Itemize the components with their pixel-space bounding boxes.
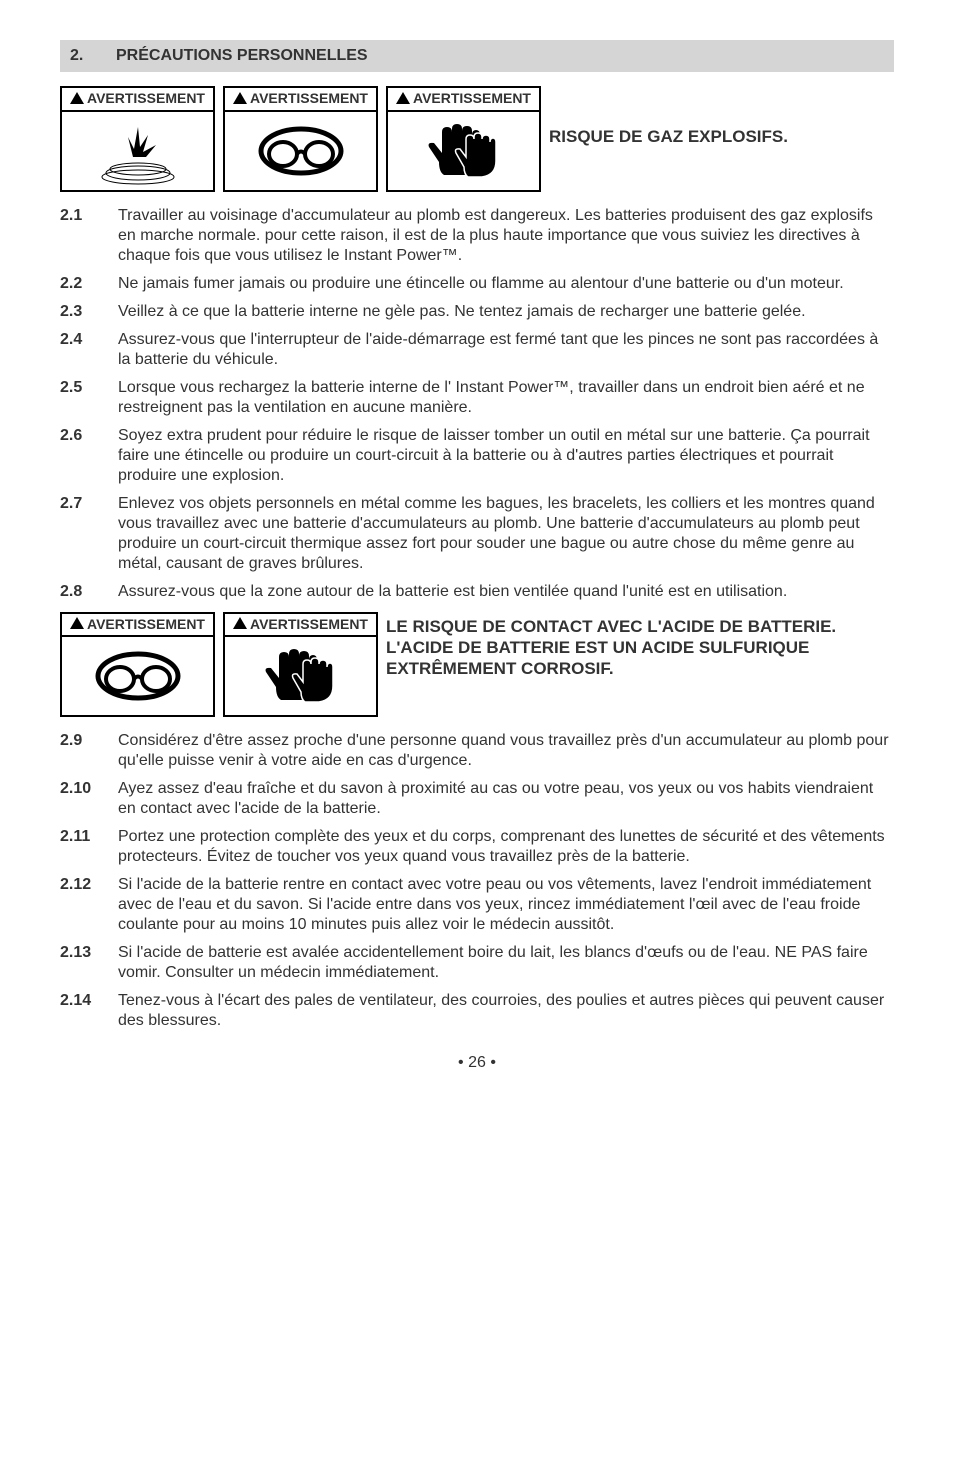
warning-triangle-icon <box>70 92 84 104</box>
item-text: Ne jamais fumer jamais ou produire une é… <box>118 274 894 294</box>
precaution-item: 2.6Soyez extra prudent pour réduire le r… <box>60 426 894 486</box>
warning-triangle-icon <box>233 92 247 104</box>
warning-box-goggles: AVERTISSEMENT <box>223 86 378 192</box>
warning-box-explosion: AVERTISSEMENT <box>60 86 215 192</box>
precaution-item: 2.5Lorsque vous rechargez la batterie in… <box>60 378 894 418</box>
item-text: Portez une protection complète des yeux … <box>118 827 894 867</box>
gloves-icon <box>225 637 376 715</box>
precaution-item: 2.1Travailler au voisinage d'accumulateu… <box>60 206 894 266</box>
item-ref: 2.1 <box>60 206 118 266</box>
item-ref: 2.3 <box>60 302 118 322</box>
warning-label: AVERTISSEMENT <box>388 88 539 112</box>
warning-box-gloves: AVERTISSEMENT <box>386 86 541 192</box>
item-ref: 2.4 <box>60 330 118 370</box>
item-ref: 2.6 <box>60 426 118 486</box>
warning-triangle-icon <box>70 617 84 629</box>
item-text: Veillez à ce que la batterie interne ne … <box>118 302 894 322</box>
warning-label-text: AVERTISSEMENT <box>87 616 205 634</box>
section-number: 2. <box>70 46 116 66</box>
item-ref: 2.7 <box>60 494 118 574</box>
section-header: 2. PRÉCAUTIONS PERSONNELLES <box>60 40 894 72</box>
warning-label-text: AVERTISSEMENT <box>87 90 205 108</box>
item-text: Assurez-vous que la zone autour de la ba… <box>118 582 894 602</box>
gloves-icon <box>388 112 539 190</box>
warning-box-goggles: AVERTISSEMENT <box>60 612 215 718</box>
item-text: Si l'acide de la batterie rentre en cont… <box>118 875 894 935</box>
item-text: Ayez assez d'eau fraîche et du savon à p… <box>118 779 894 819</box>
item-text: Si l'acide de batterie est avalée accide… <box>118 943 894 983</box>
item-text: Lorsque vous rechargez la batterie inter… <box>118 378 894 418</box>
page-number: • 26 • <box>60 1053 894 1073</box>
item-text: Enlevez vos objets personnels en métal c… <box>118 494 894 574</box>
warning-box-gloves: AVERTISSEMENT <box>223 612 378 718</box>
item-ref: 2.5 <box>60 378 118 418</box>
item-text: Tenez-vous à l'écart des pales de ventil… <box>118 991 894 1031</box>
item-ref: 2.11 <box>60 827 118 867</box>
item-text: Assurez-vous que l'interrupteur de l'aid… <box>118 330 894 370</box>
warning-title-2: LE RISQUE DE CONTACT AVEC L'ACIDE DE BAT… <box>386 612 894 680</box>
item-ref: 2.8 <box>60 582 118 602</box>
precaution-item: 2.8Assurez-vous que la zone autour de la… <box>60 582 894 602</box>
item-ref: 2.12 <box>60 875 118 935</box>
warning-row-2: AVERTISSEMENT AVERTISSEMENT LE RISQUE DE… <box>60 612 894 718</box>
explosion-icon <box>62 112 213 190</box>
warning-label-text: AVERTISSEMENT <box>250 616 368 634</box>
goggles-icon <box>225 112 376 190</box>
item-ref: 2.9 <box>60 731 118 771</box>
item-ref: 2.2 <box>60 274 118 294</box>
section-title: PRÉCAUTIONS PERSONNELLES <box>116 46 368 66</box>
warning-label: AVERTISSEMENT <box>225 88 376 112</box>
precaution-item: 2.9Considérez d'être assez proche d'une … <box>60 731 894 771</box>
precaution-item: 2.7Enlevez vos objets personnels en méta… <box>60 494 894 574</box>
precaution-list-a: 2.1Travailler au voisinage d'accumulateu… <box>60 206 894 602</box>
warning-triangle-icon <box>396 92 410 104</box>
item-ref: 2.14 <box>60 991 118 1031</box>
precaution-item: 2.13Si l'acide de batterie est avalée ac… <box>60 943 894 983</box>
precaution-item: 2.3Veillez à ce que la batterie interne … <box>60 302 894 322</box>
precaution-item: 2.2Ne jamais fumer jamais ou produire un… <box>60 274 894 294</box>
precaution-item: 2.11Portez une protection complète des y… <box>60 827 894 867</box>
warning-label-text: AVERTISSEMENT <box>250 90 368 108</box>
item-ref: 2.10 <box>60 779 118 819</box>
warning-triangle-icon <box>233 617 247 629</box>
item-text: Soyez extra prudent pour réduire le risq… <box>118 426 894 486</box>
warning-label: AVERTISSEMENT <box>62 614 213 638</box>
item-ref: 2.13 <box>60 943 118 983</box>
item-text: Travailler au voisinage d'accumulateur a… <box>118 206 894 266</box>
item-text: Considérez d'être assez proche d'une per… <box>118 731 894 771</box>
precaution-item: 2.14Tenez-vous à l'écart des pales de ve… <box>60 991 894 1031</box>
precaution-item: 2.12Si l'acide de la batterie rentre en … <box>60 875 894 935</box>
warning-row-1: AVERTISSEMENT AVERTISSEMENT AVERTI <box>60 86 894 192</box>
warning-title-1: RISQUE DE GAZ EXPLOSIFS. <box>549 86 788 147</box>
precaution-list-b: 2.9Considérez d'être assez proche d'une … <box>60 731 894 1031</box>
warning-label-text: AVERTISSEMENT <box>413 90 531 108</box>
goggles-icon <box>62 637 213 715</box>
precaution-item: 2.10Ayez assez d'eau fraîche et du savon… <box>60 779 894 819</box>
precaution-item: 2.4Assurez-vous que l'interrupteur de l'… <box>60 330 894 370</box>
warning-label: AVERTISSEMENT <box>62 88 213 112</box>
warning-label: AVERTISSEMENT <box>225 614 376 638</box>
